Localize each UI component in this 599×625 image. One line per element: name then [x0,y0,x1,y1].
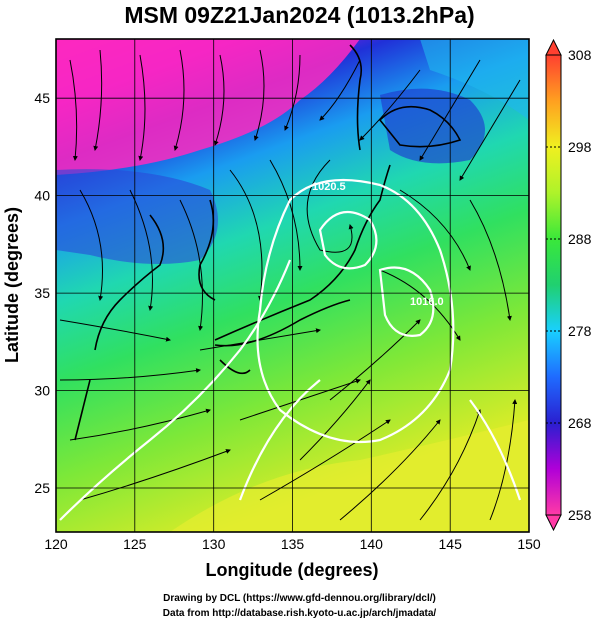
contour-label: 1016.0 [410,296,444,308]
x-tick-label: 125 [123,536,147,552]
grid-lines [56,39,529,532]
x-axis-label: Longitude (degrees) [205,560,378,580]
colorbar-tick-label: 308 [568,47,592,63]
colorbar-tick-label: 278 [568,323,592,339]
y-tick-label: 30 [34,383,50,399]
x-tick-label: 150 [517,536,541,552]
y-tick-label: 40 [34,188,50,204]
y-tick-labels: 25 30 35 40 45 [34,90,50,496]
colorbar-tick-label: 298 [568,139,592,155]
x-tick-label: 120 [44,536,68,552]
colorbar-tick-label: 288 [568,231,592,247]
x-tick-label: 145 [439,536,463,552]
credit-line-1: Drawing by DCL (https://www.gfd-dennou.o… [163,593,436,604]
chart-title: MSM 09Z21Jan2024 (1013.2hPa) [124,2,475,28]
contour-label: 1020.5 [312,181,346,193]
isobar-contours [59,178,522,521]
y-tick-label: 25 [34,480,50,496]
y-tick-label: 45 [34,90,50,106]
y-tick-label: 35 [34,285,50,301]
colorbar-min-arrow [545,514,562,532]
coastlines [74,44,462,441]
y-axis-label: Latitude (degrees) [2,207,22,363]
colorbar-tick-label: 258 [568,507,592,523]
colorbar: 258 268 278 288 298 308 [545,38,592,532]
credit-line-2: Data from http://database.rish.kyoto-u.a… [162,608,437,619]
x-tick-label: 130 [202,536,226,552]
colorbar-max-arrow [545,38,562,56]
plot-frame [55,38,530,533]
x-tick-labels: 120 125 130 135 140 145 150 [44,536,541,552]
x-tick-label: 135 [281,536,305,552]
x-tick-label: 140 [360,536,384,552]
colorbar-tick-label: 268 [568,415,592,431]
